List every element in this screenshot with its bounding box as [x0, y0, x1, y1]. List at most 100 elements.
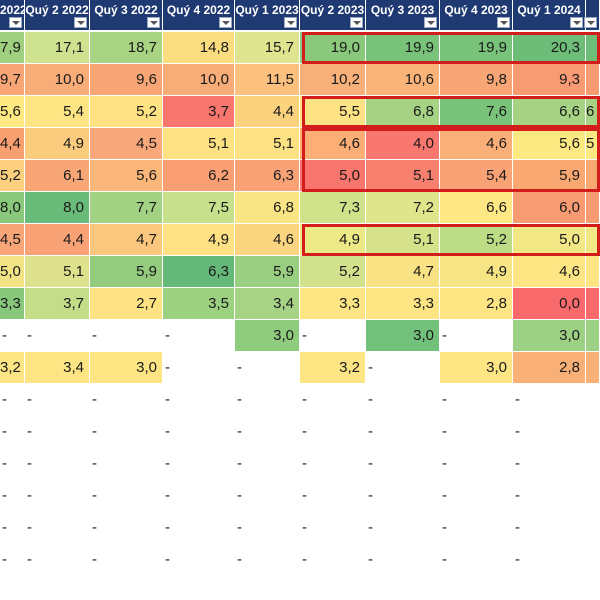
table-cell[interactable]: -	[366, 352, 440, 384]
table-cell[interactable]: -	[513, 544, 586, 576]
table-cell[interactable]	[586, 32, 600, 64]
table-cell[interactable]: 6,3	[163, 256, 235, 288]
table-cell[interactable]: -	[440, 320, 513, 352]
table-cell[interactable]: 8,0	[25, 192, 90, 224]
table-cell[interactable]: 6,6	[440, 192, 513, 224]
table-cell[interactable]: 3,0	[366, 320, 440, 352]
table-cell[interactable]: -	[163, 448, 235, 480]
table-cell[interactable]: 7,5	[163, 192, 235, 224]
table-cell[interactable]: -	[366, 480, 440, 512]
table-cell[interactable]: 5,9	[513, 160, 586, 192]
table-cell[interactable]: 4,7	[366, 256, 440, 288]
table-cell[interactable]: 7,7	[90, 192, 163, 224]
table-cell[interactable]: 3,4	[235, 288, 300, 320]
table-cell[interactable]: -	[513, 448, 586, 480]
table-cell[interactable]: -	[90, 416, 163, 448]
table-cell[interactable]: -	[25, 480, 90, 512]
table-cell[interactable]: -	[25, 320, 90, 352]
table-cell[interactable]: 5,2	[440, 224, 513, 256]
table-cell[interactable]: 6,3	[235, 160, 300, 192]
filter-dropdown-icon[interactable]	[9, 17, 22, 28]
column-header[interactable]: Quý 3 2023	[366, 0, 440, 30]
table-cell[interactable]: -	[25, 448, 90, 480]
column-header[interactable]	[584, 0, 600, 30]
table-cell[interactable]: 2,7	[90, 288, 163, 320]
table-cell[interactable]: 19,9	[440, 32, 513, 64]
table-cell[interactable]: -	[235, 352, 300, 384]
filter-dropdown-icon[interactable]	[584, 17, 597, 28]
filter-dropdown-icon[interactable]	[350, 17, 363, 28]
table-cell[interactable]: 19,9	[366, 32, 440, 64]
table-cell[interactable]: 18,7	[90, 32, 163, 64]
table-cell[interactable]: -	[90, 320, 163, 352]
column-header[interactable]: Quý 3 2022	[90, 0, 163, 30]
table-cell[interactable]: 3,0	[440, 352, 513, 384]
table-cell[interactable]	[586, 192, 600, 224]
table-cell[interactable]	[586, 416, 600, 448]
table-cell[interactable]	[586, 384, 600, 416]
table-cell[interactable]: -	[25, 512, 90, 544]
table-cell[interactable]: 17,1	[25, 32, 90, 64]
table-cell[interactable]: -	[300, 512, 366, 544]
table-cell[interactable]: -	[513, 416, 586, 448]
table-cell[interactable]: -	[235, 384, 300, 416]
table-cell[interactable]	[586, 288, 600, 320]
table-cell[interactable]: 5,4	[25, 96, 90, 128]
table-cell[interactable]	[586, 480, 600, 512]
table-cell[interactable]	[586, 320, 600, 352]
table-cell[interactable]: 5,4	[440, 160, 513, 192]
table-cell[interactable]: 9,8	[440, 64, 513, 96]
filter-dropdown-icon[interactable]	[284, 17, 297, 28]
table-cell[interactable]: -	[163, 384, 235, 416]
table-cell[interactable]: 4,5	[90, 128, 163, 160]
table-cell[interactable]: -	[90, 384, 163, 416]
table-cell[interactable]: 3,2	[300, 352, 366, 384]
table-cell[interactable]: 6,1	[25, 160, 90, 192]
table-cell[interactable]: -	[90, 544, 163, 576]
filter-dropdown-icon[interactable]	[219, 17, 232, 28]
table-cell[interactable]: -	[440, 384, 513, 416]
table-cell[interactable]: -	[0, 416, 25, 448]
table-cell[interactable]	[586, 224, 600, 256]
table-cell[interactable]: 11,5	[235, 64, 300, 96]
table-cell[interactable]: -	[163, 512, 235, 544]
table-cell[interactable]: -	[0, 448, 25, 480]
table-cell[interactable]: 3,3	[0, 288, 25, 320]
table-cell[interactable]: 3,7	[163, 96, 235, 128]
table-cell[interactable]	[586, 160, 600, 192]
table-cell[interactable]: -	[25, 544, 90, 576]
table-cell[interactable]: -	[366, 416, 440, 448]
column-header[interactable]: Quý 2 2023	[300, 0, 366, 30]
table-cell[interactable]: 0,0	[513, 288, 586, 320]
table-cell[interactable]: -	[235, 416, 300, 448]
table-cell[interactable]: 4,0	[366, 128, 440, 160]
table-cell[interactable]: -	[440, 512, 513, 544]
table-cell[interactable]: -	[0, 480, 25, 512]
table-cell[interactable]: -	[300, 384, 366, 416]
table-cell[interactable]: 6,6	[513, 96, 586, 128]
table-cell[interactable]: 4,6	[440, 128, 513, 160]
table-cell[interactable]: -	[235, 544, 300, 576]
table-cell[interactable]: 5,9	[235, 256, 300, 288]
table-cell[interactable]: 3,5	[163, 288, 235, 320]
table-cell[interactable]: -	[0, 512, 25, 544]
table-cell[interactable]: 7,2	[366, 192, 440, 224]
table-cell[interactable]: 5,1	[235, 128, 300, 160]
table-cell[interactable]: 6,8	[235, 192, 300, 224]
table-cell[interactable]: -	[163, 544, 235, 576]
column-header[interactable]: Quý 1 2023	[235, 0, 300, 30]
table-cell[interactable]: 5,0	[300, 160, 366, 192]
table-cell[interactable]: -	[163, 320, 235, 352]
table-cell[interactable]: -	[300, 320, 366, 352]
filter-dropdown-icon[interactable]	[147, 17, 160, 28]
table-cell[interactable]: 6,2	[163, 160, 235, 192]
table-cell[interactable]: 15,7	[235, 32, 300, 64]
table-cell[interactable]: 2,8	[440, 288, 513, 320]
filter-dropdown-icon[interactable]	[497, 17, 510, 28]
table-cell[interactable]: 10,0	[25, 64, 90, 96]
filter-dropdown-icon[interactable]	[570, 17, 583, 28]
table-cell[interactable]: 4,6	[235, 224, 300, 256]
table-cell[interactable]: 3,3	[366, 288, 440, 320]
table-cell[interactable]: -	[25, 416, 90, 448]
table-cell[interactable]: -	[300, 544, 366, 576]
